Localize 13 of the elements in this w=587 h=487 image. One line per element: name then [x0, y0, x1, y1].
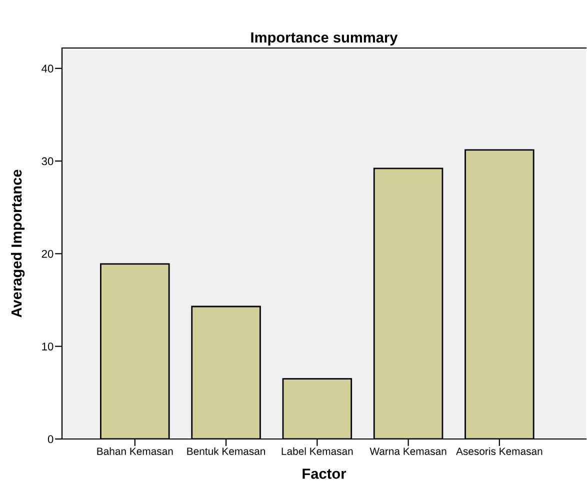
- y-tick-label: 20: [42, 250, 54, 258]
- x-tick-label: Label Kemasan: [282, 447, 353, 455]
- x-tick-label: Bahan Kemasan: [97, 447, 173, 455]
- chart-title: Importance summary: [251, 32, 398, 46]
- y-tick-label: 40: [42, 64, 54, 73]
- x-tick-label: Bentuk Kemasan: [187, 447, 266, 455]
- x-tick-label: Warna Kemasan: [370, 448, 446, 455]
- x-axis-title: Factor: [302, 468, 346, 479]
- x-tick-label: Asesoris Kemasan: [456, 447, 542, 455]
- y-axis-title: Averaged Importance: [10, 170, 25, 318]
- y-tick-label: 30: [42, 157, 54, 166]
- y-tick-label: 0: [48, 435, 54, 444]
- y-tick-label: 10: [42, 342, 54, 350]
